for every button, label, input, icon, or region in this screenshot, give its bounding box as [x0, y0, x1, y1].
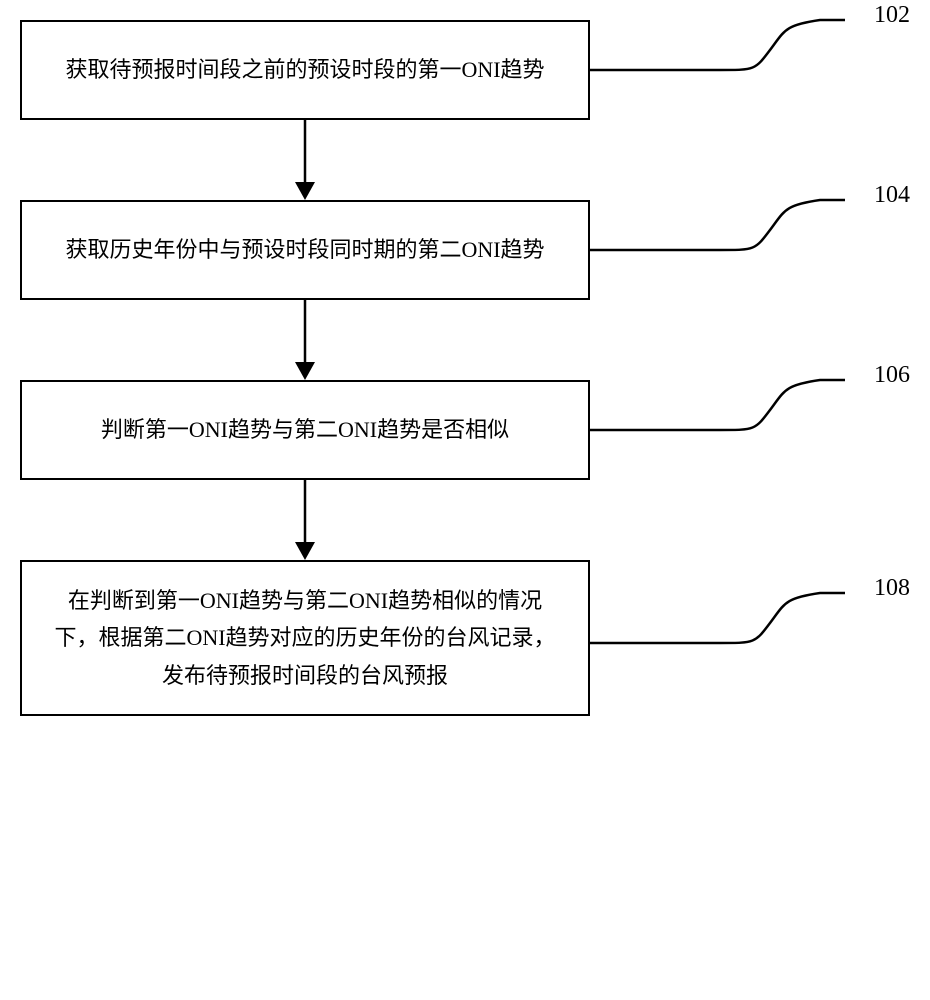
- step-text: 获取历史年份中与预设时段同时期的第二ONI趋势: [65, 231, 544, 268]
- flowchart-step-box: 在判断到第一ONI趋势与第二ONI趋势相似的情况下，根据第二ONI趋势对应的历史…: [20, 560, 590, 716]
- flowchart-container: 获取待预报时间段之前的预设时段的第一ONI趋势 102 获取历史年份中与预设时段…: [20, 20, 910, 716]
- arrow-down-icon: [285, 300, 325, 380]
- arrow-down-icon: [285, 120, 325, 200]
- flowchart-step-box: 判断第一ONI趋势与第二ONI趋势是否相似: [20, 380, 590, 480]
- step-connector: 104: [590, 220, 910, 280]
- step-number: 108: [874, 575, 910, 602]
- step-text: 判断第一ONI趋势与第二ONI趋势是否相似: [101, 411, 509, 448]
- step-connector: 106: [590, 400, 910, 460]
- flowchart-step-box: 获取待预报时间段之前的预设时段的第一ONI趋势: [20, 20, 590, 120]
- step-text: 在判断到第一ONI趋势与第二ONI趋势相似的情况下，根据第二ONI趋势对应的历史…: [46, 582, 564, 694]
- step-row: 在判断到第一ONI趋势与第二ONI趋势相似的情况下，根据第二ONI趋势对应的历史…: [20, 560, 910, 716]
- step-connector: 108: [590, 593, 910, 683]
- flowchart-arrow: [20, 300, 590, 380]
- flowchart-step-box: 获取历史年份中与预设时段同时期的第二ONI趋势: [20, 200, 590, 300]
- connector-curve-icon: [590, 370, 850, 460]
- flowchart-arrow: [20, 120, 590, 200]
- step-number: 106: [874, 362, 910, 389]
- flowchart-arrow: [20, 480, 590, 560]
- step-row: 获取待预报时间段之前的预设时段的第一ONI趋势 102: [20, 20, 910, 120]
- connector-curve-icon: [590, 10, 850, 100]
- connector-curve-icon: [590, 190, 850, 280]
- connector-curve-icon: [590, 583, 850, 673]
- step-text: 获取待预报时间段之前的预设时段的第一ONI趋势: [65, 51, 544, 88]
- arrow-down-icon: [285, 480, 325, 560]
- step-number: 102: [874, 2, 910, 29]
- step-row: 获取历史年份中与预设时段同时期的第二ONI趋势 104: [20, 200, 910, 300]
- step-number: 104: [874, 182, 910, 209]
- step-connector: 102: [590, 40, 910, 100]
- step-row: 判断第一ONI趋势与第二ONI趋势是否相似 106: [20, 380, 910, 480]
